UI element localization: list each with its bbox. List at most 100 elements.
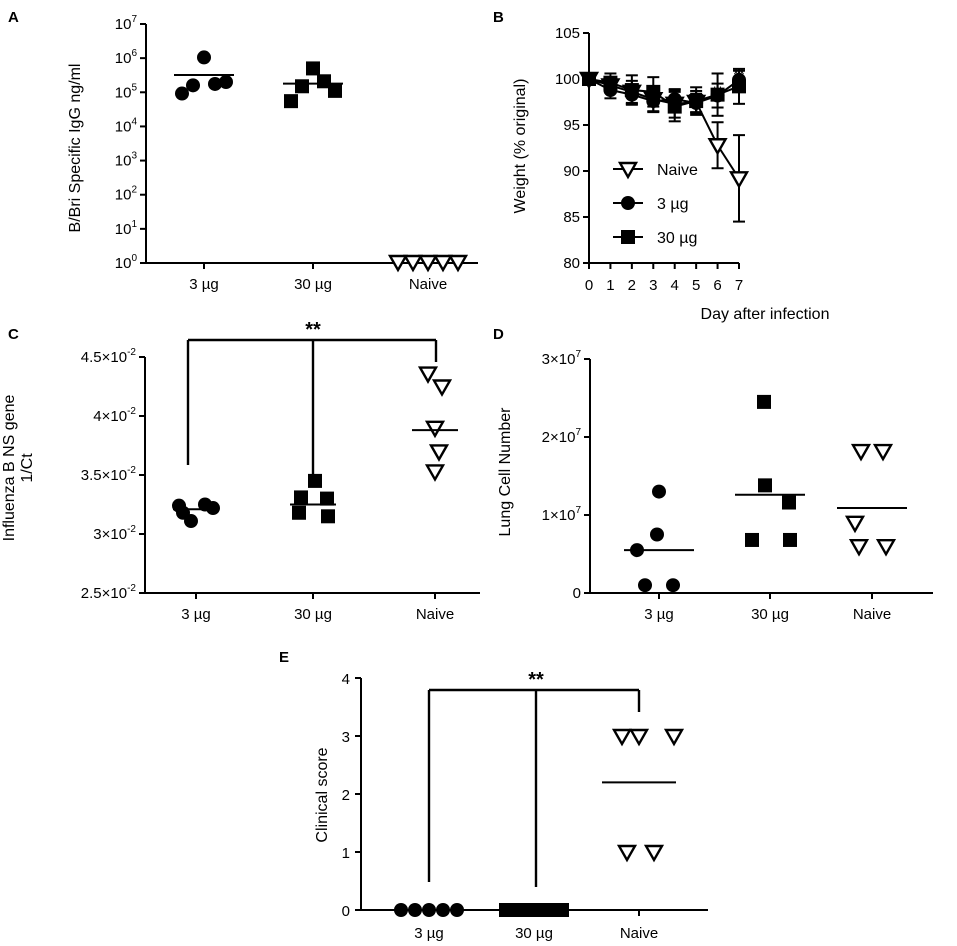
panel-b-y-axis-title: Weight (% original) [512, 79, 529, 214]
panel-a-y-tick-label: 105 [115, 82, 138, 101]
panel-e-point [663, 728, 685, 747]
panel-a-y-tick-label-exp: 5 [131, 82, 137, 93]
panel-a-y-tick-label: 100 [115, 253, 138, 272]
panel-a-point [328, 83, 342, 98]
panel-d-point [844, 515, 866, 534]
panel-a-y-tick-label-base: 10 [115, 255, 132, 272]
panel-e-letter: E [279, 649, 289, 666]
panel-a-y-tick-label: 107 [115, 14, 138, 33]
panel-d-y-tick-label-exp: 7 [575, 349, 581, 360]
panel-e-y-tick-label: 3 [342, 729, 350, 746]
panel-e-y-axis-title: Clinical score [314, 747, 331, 842]
panel-e-y-tick-label: 0 [342, 903, 350, 920]
panel-c-point [320, 491, 334, 506]
panel-a-y-tick-label-base: 10 [115, 187, 132, 204]
panel-c-y-tick-label-base: 4.5×10 [81, 349, 127, 366]
panel-a-y-tick-label-exp: 2 [131, 185, 137, 196]
panel-c-y-tick-label-base: 3×10 [93, 526, 127, 543]
panel-b-significance-label: ** [712, 84, 724, 101]
panel-a-y-tick-label-exp: 0 [131, 253, 137, 264]
panel-c-y-tick-label: 3.5×10-2 [81, 465, 137, 484]
panel-b-point [728, 171, 750, 189]
panel-e-point [616, 844, 638, 863]
panel-c-y-tick-label: 4×10-2 [93, 406, 136, 425]
panel-d-y-axis-title: Lung Cell Number [497, 407, 514, 537]
panel-c-point [417, 366, 439, 384]
panel-e-significance-label: ** [528, 669, 544, 691]
panel-b-point [667, 99, 682, 114]
panel-b-point [689, 94, 704, 109]
panel-b-legend-label: 30 µg [657, 230, 697, 247]
panel-c-y-axis-title: Influenza B NS gene [1, 395, 18, 542]
panel-e-y-tick-label: 1 [342, 845, 350, 862]
panel-c-y-tick-label-exp: -2 [127, 524, 136, 535]
panel-b-legend-label: 3 µg [657, 196, 688, 213]
panel-b-point [707, 138, 728, 156]
panel-c-x-tick-label: 3 µg [181, 606, 211, 623]
panel-d-point [848, 539, 870, 557]
panel-d-y-tick-label-exp: 7 [575, 505, 581, 516]
panel-a-y-tick-label: 102 [115, 185, 138, 204]
panel-c-y-tick-label-base: 4×10 [93, 408, 127, 425]
panel-a-y-tick-label: 101 [115, 219, 138, 238]
panel-a-point [208, 76, 222, 91]
panel-b-weight-chart: B Weight (% original) Day after infectio… [493, 9, 829, 323]
panel-a-y-tick-label-exp: 1 [131, 219, 137, 230]
panel-a-y-tick-label-exp: 4 [131, 116, 137, 127]
panel-a-point [186, 78, 200, 93]
panel-a-point [306, 61, 320, 76]
panel-a-point [432, 254, 454, 273]
panel-b-point [582, 72, 596, 86]
panel-d-x-tick-label: 30 µg [751, 606, 789, 623]
panel-a-point [284, 94, 298, 109]
panel-a-y-tick-label-exp: 6 [131, 48, 137, 59]
panel-b-y-tick-label: 100 [555, 71, 580, 88]
panel-b-x-tick-label: 5 [692, 277, 700, 294]
panel-b-x-tick-label: 4 [671, 277, 679, 294]
panel-e-point [643, 844, 665, 863]
panel-c-point [206, 501, 220, 516]
panel-c-significance-label: ** [305, 319, 321, 341]
panel-b-point [624, 83, 639, 98]
panel-e-x-tick-label: 30 µg [515, 925, 553, 942]
panel-c-y-tick-label-base: 2.5×10 [81, 585, 127, 602]
panel-d-y-tick-label: 2×107 [542, 427, 582, 446]
panel-a-point [317, 74, 331, 89]
panel-e-x-tick-label: Naive [620, 925, 658, 942]
panel-a-point [447, 254, 469, 273]
panel-b-x-tick-label: 7 [735, 277, 743, 294]
panel-c-y-tick-label: 3×10-2 [93, 524, 136, 543]
panel-c-y-tick-label-exp: -2 [127, 347, 136, 358]
panel-c-point [431, 379, 453, 397]
panel-d-point [652, 484, 666, 499]
panel-c-point [424, 420, 446, 439]
panel-e-y-tick-label: 4 [342, 671, 350, 688]
panel-b-x-tick-label: 6 [713, 277, 721, 294]
panel-e-clinical-score-chart: E Clinical score 0 1 2 3 4 3 µg 30 µg Naive ** [279, 649, 708, 942]
panel-d-point [782, 495, 796, 510]
panel-b-x-tick-label: 3 [649, 277, 657, 294]
panel-a-y-tick-label-base: 10 [115, 221, 132, 238]
panel-c-point [424, 464, 446, 482]
panel-d-point [850, 443, 872, 462]
panel-b-y-tick-label: 85 [563, 209, 580, 226]
panel-d-point [757, 394, 771, 409]
panel-d-letter: D [493, 326, 504, 343]
panel-a-y-tick-label-base: 10 [115, 50, 132, 67]
panel-b-legend-marker [621, 230, 635, 244]
panel-a-point [197, 50, 211, 65]
panel-e-point [611, 728, 633, 747]
panel-b-x-tick-label: 1 [606, 277, 614, 294]
panel-a-point [387, 254, 409, 273]
panel-c-point [294, 490, 308, 505]
panel-b-point [710, 87, 725, 102]
panel-c-point [428, 444, 450, 462]
panel-c-point [172, 498, 186, 513]
panel-b-letter: B [493, 9, 504, 26]
panel-d-point [872, 443, 894, 462]
panel-a-y-axis-title: B/Bri Specific IgG ng/ml [67, 64, 84, 233]
panel-c-point [292, 505, 306, 520]
panel-c-y-tick-label-exp: -2 [127, 406, 136, 417]
panel-a-y-tick-label-base: 10 [115, 153, 132, 170]
